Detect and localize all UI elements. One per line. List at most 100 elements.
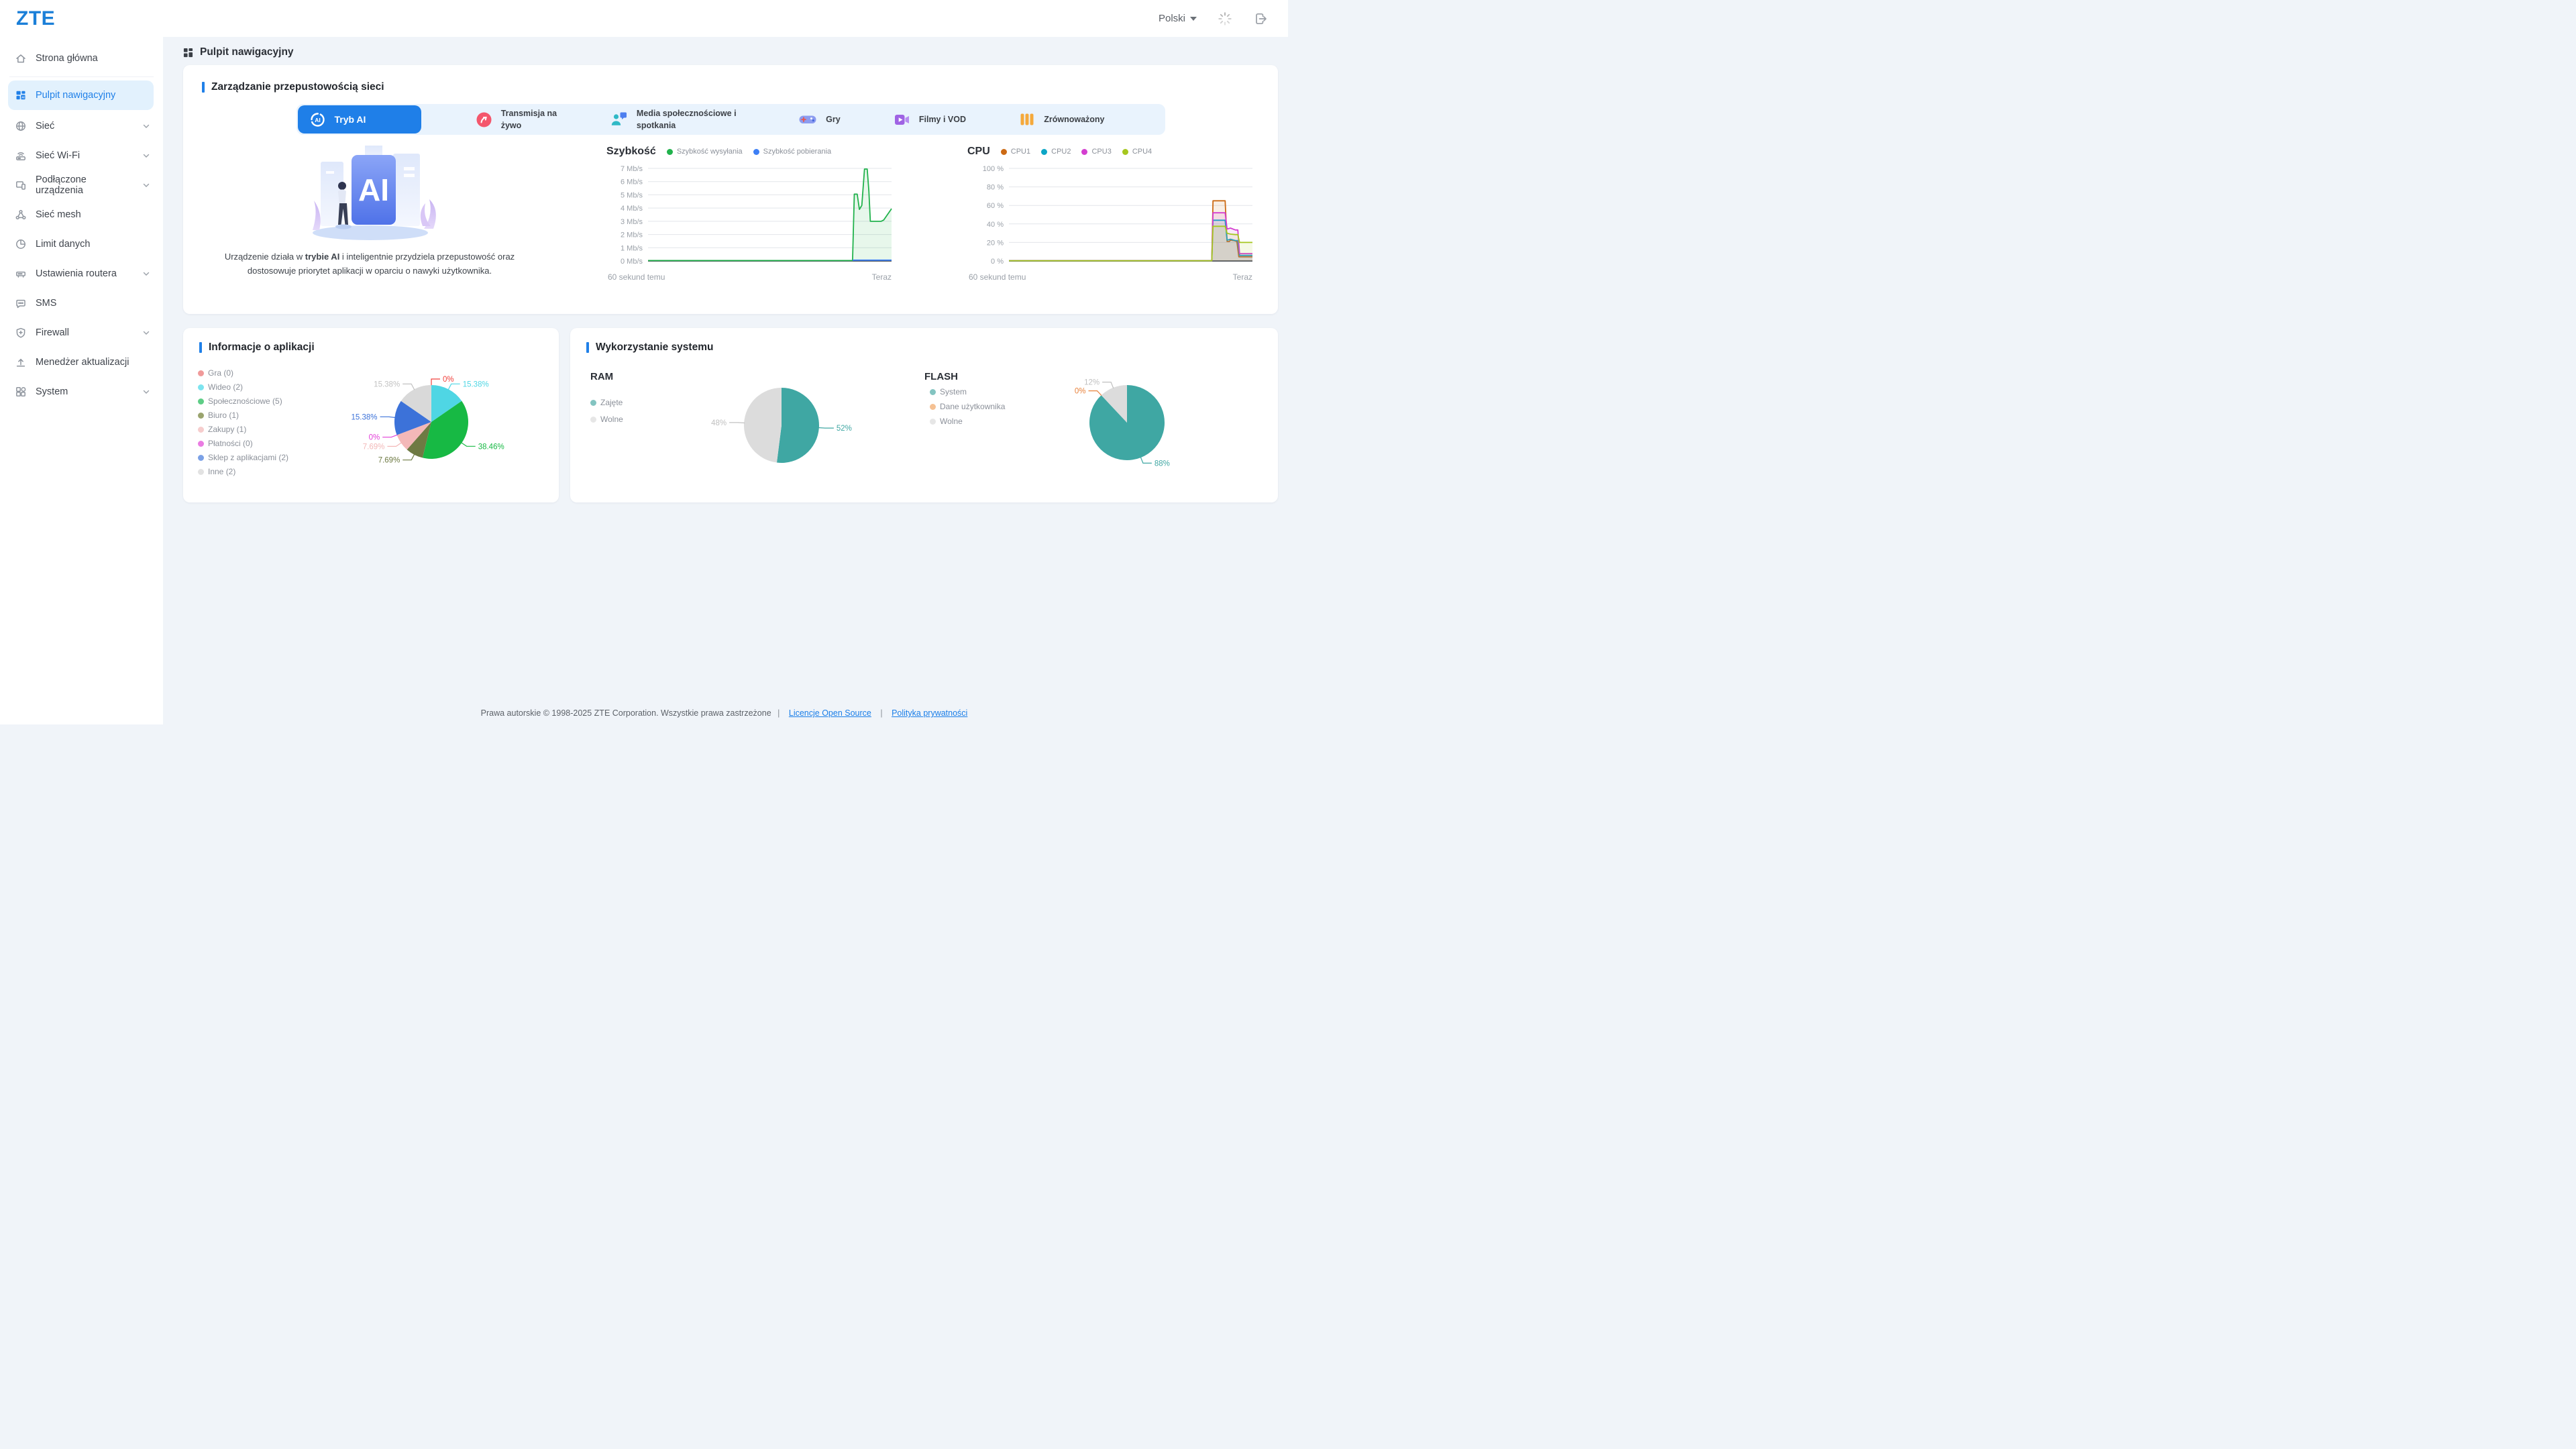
legend-item: Wideo (2) bbox=[198, 382, 288, 392]
legend-dot bbox=[198, 412, 204, 419]
sidebar-item-mesh[interactable]: Sieć mesh bbox=[0, 200, 163, 229]
games-icon bbox=[799, 115, 816, 123]
system-usage-title: Wykorzystanie systemu bbox=[586, 341, 1262, 354]
bandwidth-card-title: Zarządzanie przepustowością sieci bbox=[202, 81, 1259, 93]
tab-social-media[interactable]: Media społecznościowe i spotkania bbox=[610, 107, 745, 131]
svg-text:2 Mb/s: 2 Mb/s bbox=[621, 231, 643, 239]
legend-dot bbox=[1041, 148, 1048, 155]
logout-icon bbox=[1256, 13, 1267, 24]
svg-text:6 Mb/s: 6 Mb/s bbox=[621, 178, 643, 186]
chevron-down-icon bbox=[143, 390, 150, 394]
language-selector[interactable]: Polski bbox=[1159, 13, 1197, 24]
ram-legend: Zajęte Wolne bbox=[590, 398, 623, 424]
chevron-down-icon bbox=[143, 154, 150, 158]
router-settings-icon bbox=[16, 271, 25, 278]
dashboard-icon: AI bbox=[16, 91, 25, 100]
svg-text:7.69%: 7.69% bbox=[378, 457, 400, 465]
footer: Prawa autorskie © 1998-2025 ZTE Corporat… bbox=[480, 708, 968, 718]
privacy-policy-link[interactable]: Polityka prywatności bbox=[892, 708, 968, 718]
sidebar-item-system[interactable]: System bbox=[0, 377, 163, 407]
live-stream-icon bbox=[476, 112, 492, 127]
app-pie-chart: 0%15.38%38.46%7.69%7.69%0%15.38%15.38% bbox=[351, 376, 504, 465]
tab-games[interactable]: Gry bbox=[798, 111, 841, 128]
legend-item: Biuro (1) bbox=[198, 411, 288, 420]
ai-mode-panel: AI Urządzenie działa w trybie AI i intel… bbox=[202, 144, 537, 291]
cpu-chart-title: CPU bbox=[967, 146, 990, 157]
ai-mode-icon: AI bbox=[310, 112, 325, 127]
section-accent-bar bbox=[202, 82, 205, 93]
svg-text:AI: AI bbox=[358, 172, 389, 207]
svg-text:15.38%: 15.38% bbox=[374, 380, 400, 388]
legend-dot bbox=[198, 454, 204, 461]
svg-text:52%: 52% bbox=[837, 425, 852, 433]
sidebar-item-router-settings[interactable]: Ustawienia routera bbox=[0, 259, 163, 288]
sidebar-divider bbox=[9, 76, 154, 77]
system-grid-icon bbox=[16, 387, 26, 396]
svg-text:60 sekund temu: 60 sekund temu bbox=[608, 272, 665, 282]
svg-text:38.46%: 38.46% bbox=[478, 443, 504, 451]
legend-item: Wolne bbox=[930, 417, 1005, 426]
data-limit-icon bbox=[16, 239, 25, 249]
sidebar-item-update-manager[interactable]: Menedżer aktualizacji bbox=[0, 347, 163, 377]
tab-balanced[interactable]: Zrównoważony bbox=[1018, 111, 1105, 128]
chevron-down-icon bbox=[1190, 16, 1197, 21]
chevron-down-icon bbox=[143, 183, 150, 187]
tab-live-stream[interactable]: Transmisja na żywo bbox=[475, 107, 557, 131]
sidebar-item-label: System bbox=[36, 386, 68, 397]
sidebar-item-label: Sieć mesh bbox=[36, 209, 81, 220]
sms-icon bbox=[16, 299, 25, 309]
legend-dot bbox=[1122, 148, 1128, 155]
main-content: Pulpit nawigacyjny Zarządzanie przepusto… bbox=[163, 37, 1288, 724]
svg-text:7 Mb/s: 7 Mb/s bbox=[621, 165, 643, 173]
ram-pie-chart: 52% 48% bbox=[711, 388, 852, 463]
legend-download-speed: Szybkość pobierania bbox=[753, 148, 831, 156]
sidebar-item-connected-devices[interactable]: Podłączone urządzenia bbox=[0, 170, 163, 200]
sidebar-item-data-limit[interactable]: Limit danych bbox=[0, 229, 163, 259]
sidebar-item-firewall[interactable]: Firewall bbox=[0, 318, 163, 347]
section-accent-bar bbox=[586, 342, 589, 353]
sidebar-item-wifi[interactable]: Sieć Wi-Fi bbox=[0, 141, 163, 170]
svg-text:15.38%: 15.38% bbox=[463, 380, 489, 388]
speed-chart-title: Szybkość bbox=[606, 146, 656, 157]
svg-text:100 %: 100 % bbox=[983, 165, 1004, 173]
open-source-licenses-link[interactable]: Licencje Open Source bbox=[788, 708, 871, 718]
legend-dot bbox=[590, 416, 596, 423]
sidebar-item-dashboard[interactable]: AI Pulpit nawigacyjny bbox=[8, 80, 154, 110]
svg-text:40 %: 40 % bbox=[987, 221, 1004, 229]
system-usage-card: Wykorzystanie systemu RAM Zajęte Wolne 5… bbox=[570, 328, 1278, 502]
sidebar-item-label: Sieć bbox=[36, 121, 55, 131]
devices-icon bbox=[16, 181, 25, 190]
sidebar-item-label: Firewall bbox=[36, 327, 69, 338]
sidebar-item-network[interactable]: Sieć bbox=[0, 111, 163, 141]
legend-cpu2: CPU2 bbox=[1041, 148, 1071, 156]
zte-logo: ZTE bbox=[16, 7, 56, 30]
legend-item: System bbox=[930, 387, 1005, 396]
app-pie-legend: Gra (0) Wideo (2) Społecznościowe (5) Bi… bbox=[198, 368, 288, 476]
bandwidth-card: Zarządzanie przepustowością sieci AI Try… bbox=[183, 65, 1278, 314]
legend-item: Płatności (0) bbox=[198, 439, 288, 448]
svg-text:Teraz: Teraz bbox=[1233, 272, 1252, 282]
legend-dot bbox=[1081, 148, 1088, 155]
legend-dot bbox=[930, 403, 936, 410]
topbar: ZTE Polski bbox=[0, 0, 1288, 37]
social-media-icon bbox=[611, 112, 627, 125]
sidebar-item-sms[interactable]: SMS bbox=[0, 288, 163, 318]
sidebar-item-home[interactable]: Strona główna bbox=[0, 44, 163, 73]
svg-text:7.69%: 7.69% bbox=[363, 443, 385, 451]
speed-line-chart: 7 Mb/s 6 Mb/s 5 Mb/s 4 Mb/s 3 Mb/s 2 Mb/s 1 Mb… bbox=[608, 165, 892, 282]
svg-text:AI: AI bbox=[21, 96, 24, 99]
legend-dot bbox=[930, 418, 936, 425]
flash-legend: System Dane użytkownika Wolne bbox=[930, 387, 1005, 426]
refresh-button[interactable] bbox=[1217, 11, 1233, 27]
svg-text:60 %: 60 % bbox=[987, 202, 1004, 210]
svg-text:AI: AI bbox=[315, 116, 321, 123]
svg-text:0%: 0% bbox=[369, 434, 380, 442]
tab-movies-vod[interactable]: Filmy i VOD bbox=[893, 111, 966, 129]
legend-item: Wolne bbox=[590, 415, 623, 424]
logout-button[interactable] bbox=[1253, 11, 1269, 27]
legend-dot bbox=[198, 426, 204, 433]
legend-dot bbox=[198, 398, 204, 405]
tab-ai-mode[interactable]: AI Tryb AI bbox=[297, 105, 421, 133]
sidebar-item-label: Limit danych bbox=[36, 239, 91, 250]
svg-text:4 Mb/s: 4 Mb/s bbox=[621, 205, 643, 213]
